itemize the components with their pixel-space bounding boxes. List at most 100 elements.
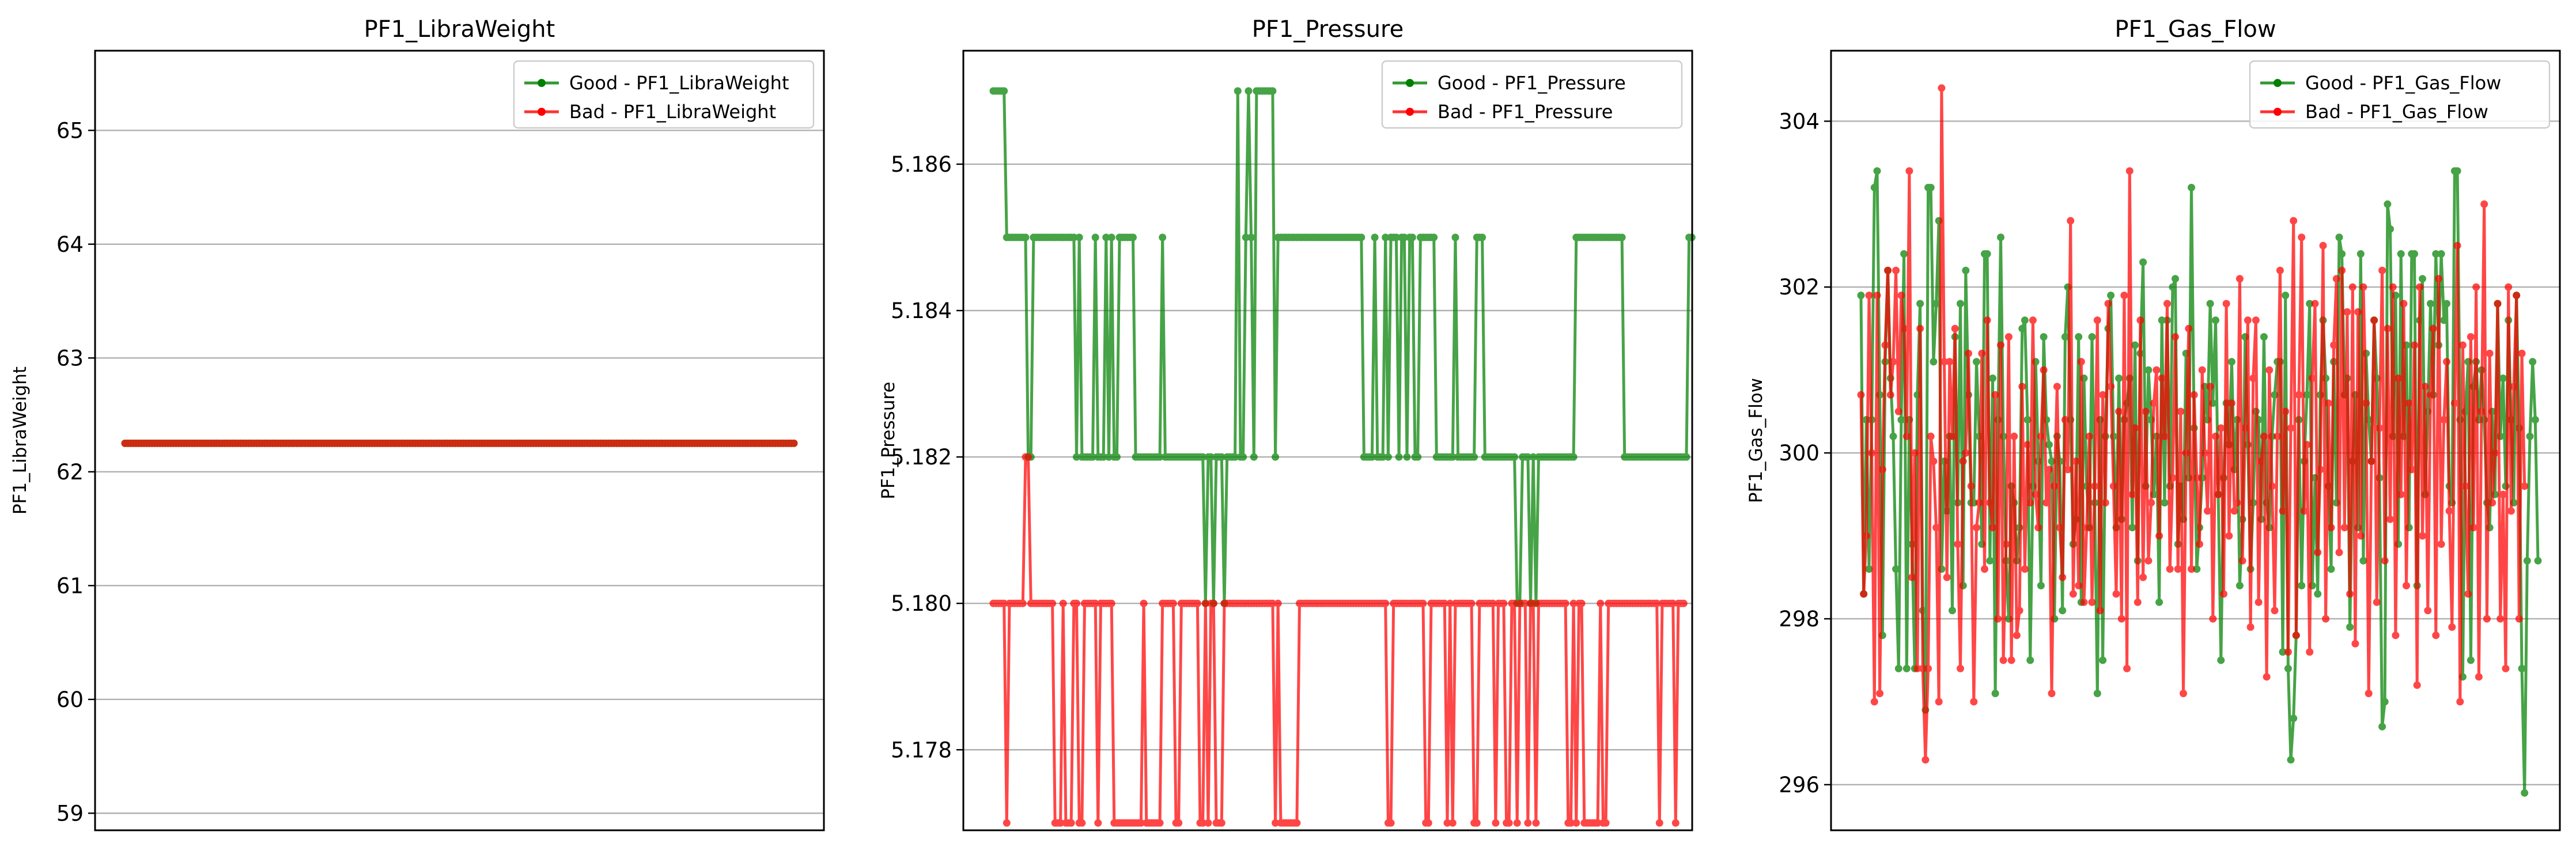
data-point (2327, 524, 2335, 532)
data-point (2445, 507, 2453, 515)
data-point (2346, 590, 2354, 598)
data-point (2244, 316, 2252, 324)
data-point (1430, 233, 1438, 241)
data-point (2419, 275, 2426, 283)
data-point (2233, 499, 2241, 506)
data-point (1991, 690, 1999, 697)
data-point (1965, 349, 1972, 357)
data-point (2029, 316, 2037, 324)
data-point (2075, 581, 2083, 589)
data-point (2306, 648, 2314, 656)
data-point (2330, 341, 2338, 349)
data-point (1954, 540, 1962, 548)
data-point (1478, 233, 1486, 241)
data-point (2075, 333, 2083, 341)
data-point (2437, 250, 2445, 258)
data-point (2421, 383, 2429, 391)
y-tick-label: 65 (56, 118, 84, 143)
data-point (1113, 453, 1121, 461)
data-point (2279, 507, 2287, 515)
data-point (2298, 233, 2306, 241)
data-point (1927, 432, 1935, 440)
data-point (2505, 283, 2513, 291)
data-point (2222, 300, 2230, 308)
chart-title: PF1_Gas_Flow (2114, 16, 2276, 43)
data-point (1986, 557, 1994, 565)
data-point (1089, 453, 1096, 461)
data-point (1873, 292, 1881, 300)
data-point (2467, 656, 2475, 664)
data-point (2206, 383, 2214, 391)
data-point (1655, 819, 1663, 827)
data-point (2155, 598, 2163, 606)
data-point (2252, 316, 2260, 324)
legend-box (1381, 60, 1683, 129)
data-point (1424, 819, 1432, 827)
data-point (1594, 819, 1602, 827)
y-tick-label: 5.180 (891, 591, 952, 616)
data-point (2287, 424, 2295, 432)
data-point (2443, 300, 2450, 308)
legend-box (2249, 60, 2551, 129)
data-point (1049, 599, 1057, 607)
data-point (1272, 819, 1280, 827)
data-point (1868, 449, 1876, 457)
data-point (2048, 690, 2056, 697)
data-point (2314, 590, 2322, 598)
data-point (2534, 557, 2542, 565)
data-point (1201, 599, 1209, 607)
data-point (2260, 333, 2268, 341)
data-point (2373, 598, 2381, 606)
data-point (1935, 698, 1943, 706)
data-point (1102, 233, 1110, 241)
data-point (2518, 349, 2526, 357)
data-point (2144, 557, 2153, 565)
data-point (2284, 664, 2292, 672)
data-point (2163, 300, 2171, 308)
data-point (1892, 565, 1900, 573)
data-point (1073, 453, 1080, 461)
data-point (2400, 300, 2408, 308)
data-point (1448, 819, 1457, 827)
data-point (2142, 407, 2150, 415)
data-point (2521, 789, 2529, 797)
data-point (2432, 250, 2440, 258)
data-point (2513, 292, 2521, 300)
data-point (2338, 266, 2346, 274)
data-point (2440, 316, 2448, 324)
data-point (1884, 266, 1892, 274)
data-point (1679, 599, 1688, 607)
data-point (1949, 607, 1956, 615)
data-point (1919, 664, 1927, 672)
data-point (1446, 599, 1454, 607)
data-point (1930, 457, 1938, 465)
data-point (1932, 524, 1940, 532)
data-point (2109, 482, 2117, 490)
data-point (1099, 453, 1107, 461)
data-point (2282, 407, 2290, 415)
data-point (1368, 453, 1376, 461)
data-point (1532, 819, 1540, 827)
data-point (2453, 167, 2461, 175)
data-point (1897, 292, 1905, 300)
data-point (2282, 292, 2290, 300)
data-point (1357, 233, 1365, 241)
data-point (2359, 557, 2367, 565)
data-point (2480, 200, 2488, 208)
data-point (2091, 482, 2099, 490)
data-point (2432, 632, 2440, 640)
data-point (2392, 632, 2400, 640)
data-point (1207, 453, 1215, 461)
data-point (2322, 615, 2330, 623)
data-point (1217, 453, 1225, 461)
data-point (2507, 507, 2515, 515)
data-point (1440, 599, 1448, 607)
data-point (1873, 167, 1881, 175)
data-point (1905, 167, 1913, 175)
data-point (2072, 457, 2080, 465)
data-point (2059, 573, 2067, 581)
data-point (1470, 453, 1478, 461)
data-point (1105, 453, 1113, 461)
data-point (2475, 673, 2483, 681)
data-point (2367, 457, 2375, 465)
